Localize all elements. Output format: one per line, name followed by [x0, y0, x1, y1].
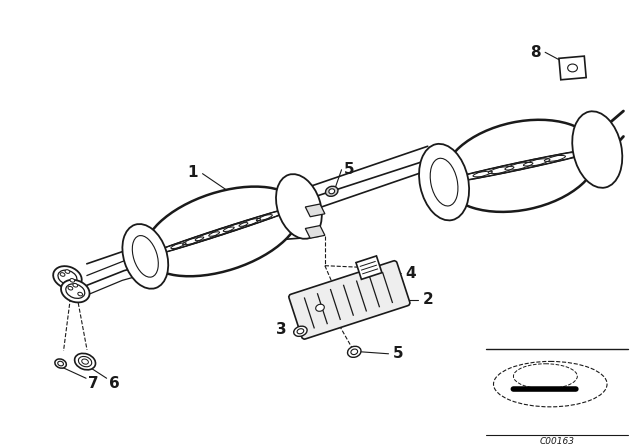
- Text: 5: 5: [393, 346, 404, 361]
- Ellipse shape: [73, 284, 77, 287]
- Ellipse shape: [493, 362, 607, 407]
- Ellipse shape: [568, 64, 577, 72]
- Text: 7: 7: [88, 375, 98, 391]
- Text: 3: 3: [276, 322, 286, 337]
- Text: 4: 4: [406, 266, 417, 281]
- FancyBboxPatch shape: [289, 261, 410, 339]
- Ellipse shape: [513, 364, 577, 389]
- Ellipse shape: [326, 186, 338, 196]
- Ellipse shape: [419, 144, 469, 220]
- Ellipse shape: [53, 266, 82, 289]
- Ellipse shape: [572, 111, 622, 188]
- Bar: [559, 56, 586, 80]
- Ellipse shape: [444, 120, 598, 212]
- Ellipse shape: [58, 361, 63, 366]
- Text: 1: 1: [188, 165, 198, 180]
- Ellipse shape: [82, 359, 88, 364]
- Ellipse shape: [66, 284, 84, 298]
- Ellipse shape: [297, 329, 304, 334]
- Text: 6: 6: [109, 375, 120, 391]
- Ellipse shape: [75, 353, 95, 370]
- Ellipse shape: [68, 286, 73, 290]
- Polygon shape: [305, 225, 325, 238]
- Ellipse shape: [78, 292, 83, 296]
- Text: 2: 2: [422, 293, 433, 307]
- Ellipse shape: [55, 359, 67, 368]
- Text: C00163: C00163: [540, 437, 575, 446]
- Ellipse shape: [276, 174, 322, 239]
- Ellipse shape: [351, 349, 358, 355]
- Ellipse shape: [60, 273, 65, 276]
- Ellipse shape: [122, 224, 168, 289]
- Polygon shape: [305, 204, 325, 217]
- Ellipse shape: [61, 280, 90, 302]
- Ellipse shape: [58, 270, 77, 284]
- Ellipse shape: [70, 279, 75, 282]
- Ellipse shape: [329, 189, 335, 194]
- Ellipse shape: [348, 346, 361, 358]
- Ellipse shape: [316, 304, 324, 311]
- Ellipse shape: [145, 187, 300, 276]
- Ellipse shape: [294, 326, 307, 336]
- Ellipse shape: [79, 357, 92, 367]
- Ellipse shape: [65, 270, 70, 273]
- Bar: [356, 256, 382, 280]
- Text: 5: 5: [344, 162, 355, 177]
- Text: 8: 8: [530, 45, 541, 60]
